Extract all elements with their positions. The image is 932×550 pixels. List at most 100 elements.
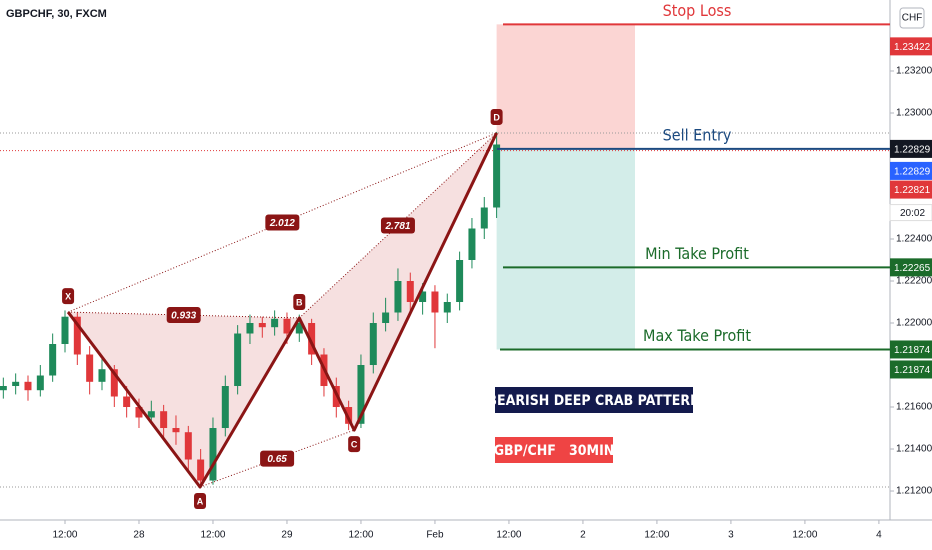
candle-body — [369, 323, 377, 366]
candle-body — [234, 333, 242, 387]
price-badge — [890, 37, 932, 56]
ratio-badge — [380, 217, 415, 234]
countdown-badge — [889, 204, 932, 222]
candle-body — [456, 260, 464, 303]
candle-body — [246, 323, 254, 334]
candle-body — [480, 207, 488, 229]
currency-label[interactable]: CHF — [902, 13, 923, 24]
ratio-line — [199, 429, 355, 488]
x-tick-label: 3 — [728, 530, 734, 541]
candle-body — [24, 381, 32, 391]
candle-body — [493, 144, 501, 208]
y-tick-label: 1.22200 — [896, 276, 932, 287]
candle-body — [308, 323, 316, 355]
candle-body — [443, 302, 451, 313]
candle-body — [221, 386, 229, 429]
price-badge-label: 1.22829 — [894, 167, 931, 178]
level-name: Min Take Profit — [645, 244, 749, 263]
candle-body — [468, 228, 476, 260]
y-tick-label: 1.21200 — [896, 486, 932, 497]
price-badge — [890, 258, 932, 277]
ratio-label: 2.012 — [269, 218, 295, 229]
point-badge — [62, 288, 75, 305]
y-tick-label: 1.22000 — [896, 318, 932, 329]
candle-body — [98, 369, 106, 382]
ratio-line — [67, 132, 497, 313]
candle-body — [110, 369, 118, 397]
pattern-banner — [495, 387, 693, 413]
candle-body — [197, 459, 205, 481]
candle-body — [283, 318, 291, 334]
x-tick-label: 2 — [580, 530, 586, 541]
x-tick-label: 12:00 — [792, 530, 817, 541]
point-badge — [348, 436, 361, 453]
price-badge — [890, 161, 932, 180]
candle-body — [123, 396, 131, 408]
y-tick-label: 1.21600 — [896, 402, 932, 413]
point-label: B — [296, 297, 303, 307]
candle-body — [172, 428, 180, 433]
candle-body — [271, 318, 279, 328]
x-tick-label: 29 — [281, 530, 293, 541]
x-tick-label: 28 — [133, 530, 145, 541]
x-tick-label: 4 — [876, 530, 882, 541]
point-badge — [490, 108, 503, 125]
point-badge — [293, 293, 306, 310]
candle-body — [258, 323, 266, 328]
candle-body — [61, 316, 69, 345]
y-tick-label: 1.21400 — [896, 444, 932, 455]
symbol-banner — [495, 437, 613, 463]
candle-body — [160, 411, 168, 429]
ratio-label: 0.933 — [171, 311, 196, 322]
x-tick-label: 12:00 — [200, 530, 225, 541]
risk-box — [496, 24, 635, 149]
candle-body — [147, 411, 155, 418]
point-label: C — [351, 439, 358, 449]
x-tick-label: 12:00 — [348, 530, 373, 541]
candle-body — [49, 344, 57, 376]
ratio-badge — [265, 214, 300, 231]
y-tick-label: 1.23200 — [896, 66, 932, 77]
countdown-label: 20:02 — [900, 208, 925, 219]
x-tick-label: 12:00 — [644, 530, 669, 541]
ratio-line — [68, 311, 300, 319]
candle-body — [184, 432, 192, 460]
candle-body — [394, 281, 402, 313]
candle-body — [209, 428, 217, 481]
candle-body — [73, 316, 81, 355]
price-badge-label: 1.21874 — [894, 365, 931, 376]
candle-body — [12, 381, 20, 387]
candle-body — [135, 407, 143, 418]
candle-body — [419, 291, 427, 303]
level-name: Max Take Profit — [643, 326, 751, 345]
ratio-label: 2.781 — [384, 221, 410, 232]
pattern-banner-text: BEARISH DEEP CRAB PATTERN — [487, 393, 700, 409]
price-badge-label: 1.21874 — [894, 345, 931, 356]
y-tick-label: 1.23000 — [896, 108, 932, 119]
x-tick-label: Feb — [426, 530, 444, 541]
candle-body — [86, 354, 94, 382]
symbol-banner-text: GBP/CHF 30MIN — [494, 443, 615, 459]
pattern-fill-xab — [68, 312, 300, 488]
price-badge-label: 1.23422 — [894, 42, 931, 53]
price-badge-label: 1.22829 — [894, 145, 931, 156]
candle-body — [0, 386, 7, 391]
candle-body — [406, 281, 414, 303]
x-tick-label: 12:00 — [52, 530, 77, 541]
point-badge — [194, 493, 207, 510]
ratio-label: 0.65 — [267, 454, 287, 465]
currency-button[interactable] — [899, 7, 925, 29]
price-badge-label: 1.22821 — [894, 185, 931, 196]
point-label: D — [493, 112, 500, 122]
price-badge — [890, 180, 932, 199]
point-label: A — [197, 496, 204, 506]
price-badge-label: 1.22265 — [894, 263, 931, 274]
candle-body — [36, 375, 44, 391]
symbol-title: GBPCHF, 30, FXCM — [6, 8, 107, 20]
candle-body — [295, 323, 303, 334]
plot: 0.933 0.65 2.781 2.012 X A B C D Stop Loss Sell En… — [0, 1, 890, 510]
price-badge — [890, 360, 932, 379]
point-label: X — [65, 291, 71, 301]
x-tick-label: 12:00 — [496, 530, 521, 541]
